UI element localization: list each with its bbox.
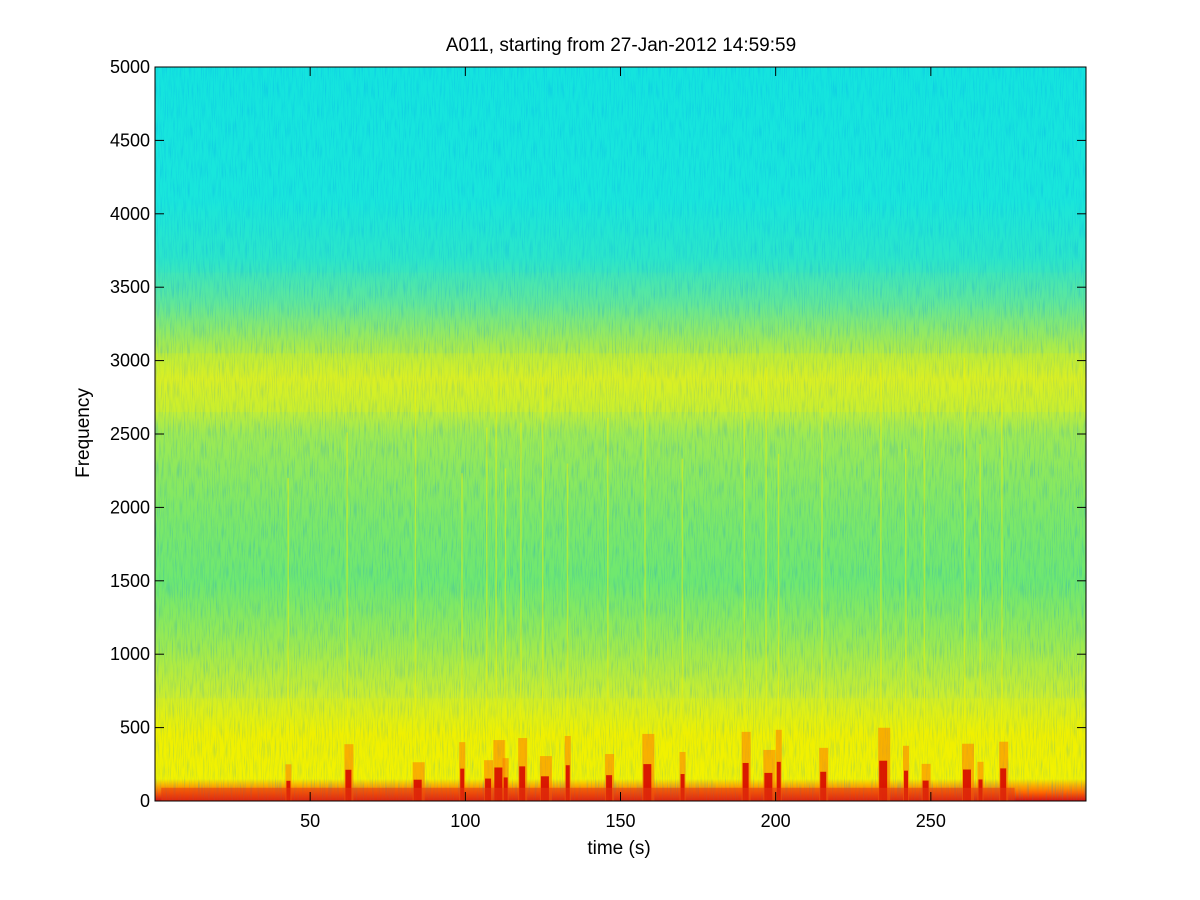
y-tick-label: 3000	[110, 351, 150, 371]
y-tick-label: 4000	[110, 204, 150, 224]
y-tick-label: 5000	[110, 57, 150, 77]
y-axis-ticks: 0 500 1000 1500 2000 2500 3000 3500 4000 4500 5000	[110, 57, 1086, 811]
impulse-event	[903, 448, 910, 801]
frequency-band-4	[155, 67, 1086, 273]
impulse-event	[775, 453, 782, 801]
y-tick-label: 3500	[110, 277, 150, 297]
spectrogram-plot-area	[155, 67, 1086, 801]
impulse-event	[961, 357, 974, 801]
impulse-event	[564, 463, 571, 801]
impulse-event	[878, 362, 891, 801]
x-axis-ticks: 50 100 150 200 250	[300, 67, 946, 831]
spectrogram-noise-texture	[155, 67, 1086, 801]
impulse-event	[493, 381, 506, 801]
impulse-event	[459, 473, 466, 801]
y-tick-label: 500	[120, 718, 150, 738]
impulse-event	[344, 432, 354, 801]
x-tick-label: 250	[916, 811, 946, 831]
y-tick-label: 1000	[110, 644, 150, 664]
y-tick-label: 2000	[110, 497, 150, 517]
frequency-bands	[155, 67, 1086, 779]
impulse-event	[819, 408, 829, 801]
y-axis-label: Frequency	[73, 388, 94, 478]
frequency-band-1	[155, 698, 1086, 779]
x-tick-label: 50	[300, 811, 320, 831]
chart-title: A011, starting from 27-Jan-2012 14:59:59	[446, 35, 796, 56]
impulse-events	[161, 357, 1015, 801]
y-tick-label: 0	[140, 791, 150, 811]
low-frequency-floor	[161, 787, 1015, 801]
y-tick-label: 2500	[110, 424, 150, 444]
impulse-event	[518, 422, 528, 801]
impulse-event	[741, 413, 751, 801]
frequency-band-3	[155, 353, 1086, 412]
x-tick-label: 100	[450, 811, 480, 831]
x-tick-label: 200	[761, 811, 791, 831]
impulse-event	[642, 372, 655, 801]
impulse-event	[679, 458, 686, 801]
x-tick-label: 150	[605, 811, 635, 831]
x-axis-label: time (s)	[587, 838, 650, 859]
y-tick-label: 4500	[110, 130, 150, 150]
y-tick-label: 1500	[110, 571, 150, 591]
impulse-event	[999, 398, 1009, 801]
